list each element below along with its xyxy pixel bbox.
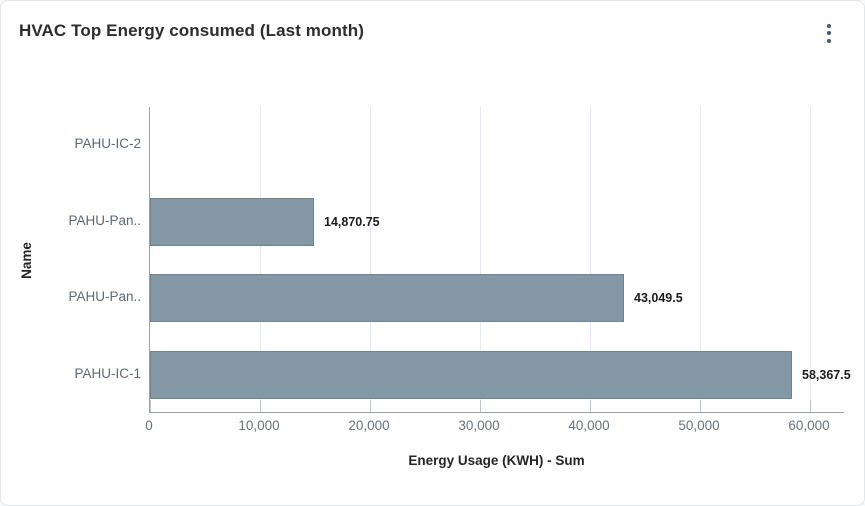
gridline	[260, 107, 261, 412]
kebab-dot	[827, 31, 831, 35]
x-tick-label: 50,000	[678, 418, 720, 433]
gridline	[700, 107, 701, 412]
y-category-label: PAHU-IC-2	[74, 136, 141, 152]
axis-tick	[370, 400, 371, 412]
bar[interactable]	[150, 197, 314, 246]
bar-chart: Name PAHU-IC-2 PAHU-Pan.. PAHU-Pan.. PAHU-I…	[1, 57, 864, 505]
axis-tick	[590, 400, 591, 412]
kebab-menu-icon[interactable]	[817, 19, 841, 47]
x-axis-title: Energy Usage (KWH) - Sum	[408, 453, 585, 468]
y-category-label: PAHU-Pan..	[68, 289, 141, 305]
bar[interactable]	[150, 350, 792, 399]
bar[interactable]	[150, 274, 624, 323]
x-tick-label: 20,000	[348, 418, 390, 433]
axis-tick	[700, 400, 701, 412]
x-tick-label: 30,000	[458, 418, 500, 433]
gridline	[590, 107, 591, 412]
card-header: HVAC Top Energy consumed (Last month)	[1, 1, 864, 57]
axis-tick	[810, 400, 811, 412]
x-axis-tick-labels: 0 10,000 20,000 30,000 40,000 50,000 60,000	[145, 418, 844, 436]
kebab-dot	[827, 38, 831, 43]
x-tick-label: 10,000	[238, 418, 280, 433]
x-tick-label: 60,000	[788, 418, 830, 433]
x-tick-label: 0	[145, 418, 153, 433]
chart-title: HVAC Top Energy consumed (Last month)	[19, 21, 364, 40]
y-category-label: PAHU-IC-1	[74, 365, 141, 381]
y-category-label: PAHU-Pan..	[68, 212, 141, 228]
kebab-dot	[827, 23, 831, 28]
gridline	[810, 107, 811, 412]
bar-value-label: 14,870.75	[324, 214, 380, 229]
axis-tick	[480, 400, 481, 412]
axis-tick	[260, 400, 261, 412]
gridline	[370, 107, 371, 412]
gridline	[480, 107, 481, 412]
bar-value-label: 43,049.5	[634, 291, 683, 306]
axis-tick	[150, 400, 151, 412]
plot-area: 14,870.75 43,049.5 58,367.5	[149, 107, 851, 413]
x-tick-label: 40,000	[568, 418, 610, 433]
bar-value-label: 58,367.5	[802, 367, 851, 382]
y-axis-category-labels: PAHU-IC-2 PAHU-Pan.. PAHU-Pan.. PAHU-IC-1	[1, 107, 141, 413]
